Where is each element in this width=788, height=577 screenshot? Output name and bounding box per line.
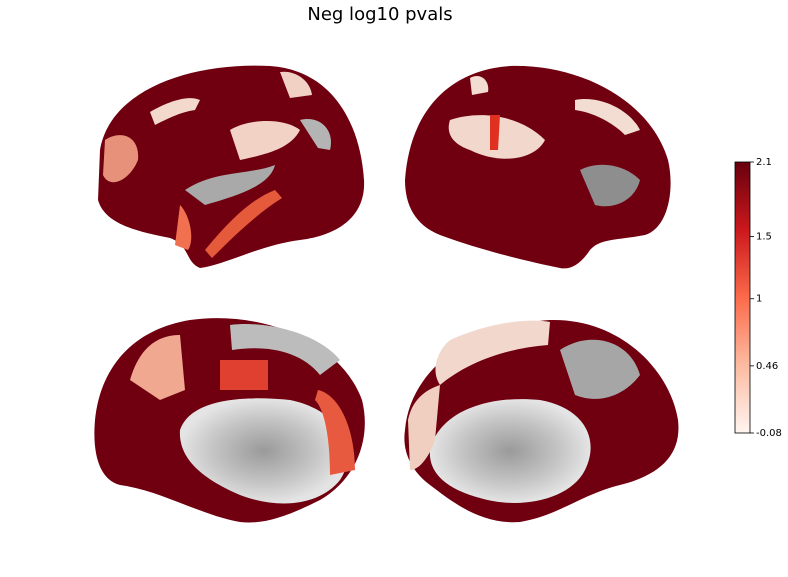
brain-left-lateral <box>98 65 365 268</box>
chart-title: Neg log10 pvals <box>307 4 452 25</box>
tick-label: 0.46 <box>756 361 778 372</box>
brain-right-lateral <box>405 65 671 269</box>
tick-label: 1 <box>756 294 762 305</box>
tick-label: -0.08 <box>756 428 782 439</box>
brain-right-medial <box>404 319 679 523</box>
colorbar: -0.08 0.46 1 1.5 2.1 <box>734 157 782 439</box>
tick-label: 1.5 <box>756 232 772 243</box>
tick-label: 2.1 <box>756 157 772 168</box>
brain-left-medial <box>94 318 365 523</box>
colorbar-scale <box>734 161 751 434</box>
